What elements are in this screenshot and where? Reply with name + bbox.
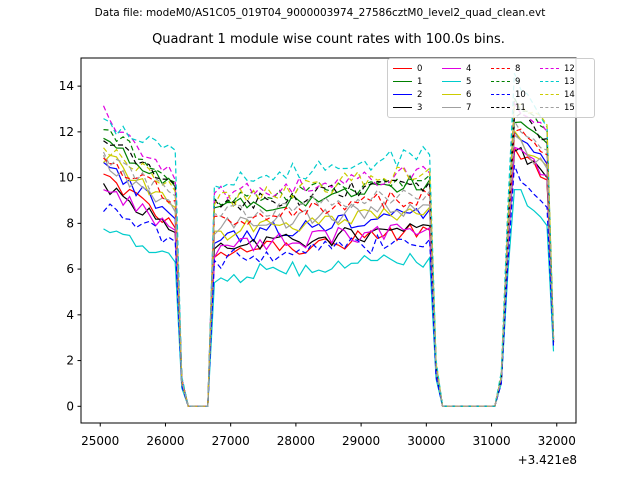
legend: 0 1 2 3 4 5 6 7 8 9 10 11 12 13 14 15: [387, 58, 595, 118]
legend-entry-label: 6: [466, 89, 472, 100]
legend-line-sample: [491, 94, 510, 95]
legend-entry-label: 4: [466, 63, 472, 74]
series-line-6: [103, 129, 555, 407]
legend-line-sample: [442, 81, 461, 82]
legend-line-sample: [540, 81, 559, 82]
legend-entry-12: 12: [540, 62, 589, 75]
y-tick-label: 0: [66, 399, 74, 413]
legend-entry-label: 8: [515, 63, 521, 74]
series-line-9: [103, 95, 555, 407]
legend-line-sample: [442, 94, 461, 95]
legend-entry-label: 7: [466, 102, 472, 113]
legend-entry-label: 9: [515, 76, 521, 87]
legend-entry-2: 2: [393, 88, 442, 101]
legend-entry-6: 6: [442, 88, 491, 101]
x-tick-label: 25000: [81, 434, 119, 448]
legend-line-sample: [393, 68, 412, 69]
series-line-11: [103, 112, 555, 407]
series-line-2: [103, 130, 555, 407]
legend-line-sample: [540, 107, 559, 108]
y-tick-label: 8: [66, 216, 74, 230]
y-tick-label: 12: [59, 125, 74, 139]
legend-entry-label: 10: [515, 89, 526, 100]
legend-line-sample: [491, 68, 510, 69]
legend-line-sample: [491, 107, 510, 108]
legend-entry-label: 12: [564, 63, 575, 74]
datafile-label: Data file: modeM0/AS1C05_019T04_90000039…: [94, 7, 546, 19]
legend-line-sample: [442, 107, 461, 108]
series-line-13: [103, 72, 555, 407]
legend-entry-label: 2: [417, 89, 423, 100]
legend-entry-label: 14: [564, 89, 575, 100]
y-tick-label: 10: [59, 171, 74, 185]
legend-entry-8: 8: [491, 62, 540, 75]
y-tick-label: 6: [66, 262, 74, 276]
legend-entry-13: 13: [540, 75, 589, 88]
series-line-12: [102, 101, 555, 407]
legend-entry-label: 13: [564, 76, 575, 87]
legend-line-sample: [442, 68, 461, 69]
x-tick-label: 31000: [472, 434, 510, 448]
x-axis-offset-label: +3.421e8: [518, 453, 577, 467]
legend-entry-label: 5: [466, 76, 472, 87]
x-tick-label: 28000: [277, 434, 315, 448]
legend-line-sample: [393, 94, 412, 95]
series-line-15: [102, 119, 555, 407]
x-tick-label: 26000: [146, 434, 184, 448]
legend-line-sample: [491, 81, 510, 82]
legend-entry-4: 4: [442, 62, 491, 75]
legend-entry-label: 0: [417, 63, 423, 74]
series-line-8: [103, 128, 555, 407]
x-tick-label: 29000: [342, 434, 380, 448]
legend-line-sample: [393, 107, 412, 108]
chart-title: Quadrant 1 module wise count rates with …: [152, 32, 505, 47]
legend-entry-label: 11: [515, 102, 526, 113]
x-tick-label: 32000: [538, 434, 576, 448]
legend-line-sample: [540, 94, 559, 95]
legend-entry-label: 15: [564, 102, 575, 113]
series-group: [102, 72, 555, 407]
legend-entry-7: 7: [442, 101, 491, 114]
x-tick-label: 30000: [407, 434, 445, 448]
y-tick-label: 2: [66, 354, 74, 368]
legend-line-sample: [393, 81, 412, 82]
x-tick-label: 27000: [212, 434, 250, 448]
legend-entry-label: 1: [417, 76, 423, 87]
legend-entry-11: 11: [491, 101, 540, 114]
legend-entry-15: 15: [540, 101, 589, 114]
y-tick-label: 14: [59, 79, 74, 93]
legend-line-sample: [540, 68, 559, 69]
legend-entry-5: 5: [442, 75, 491, 88]
legend-entry-10: 10: [491, 88, 540, 101]
legend-entry-1: 1: [393, 75, 442, 88]
legend-entry-9: 9: [491, 75, 540, 88]
y-tick-label: 4: [66, 308, 74, 322]
axes-spines: [80, 57, 577, 424]
series-line-1: [103, 121, 555, 407]
legend-entry-0: 0: [393, 62, 442, 75]
legend-entry-label: 3: [417, 102, 423, 113]
legend-entry-3: 3: [393, 101, 442, 114]
legend-entry-14: 14: [540, 88, 589, 101]
